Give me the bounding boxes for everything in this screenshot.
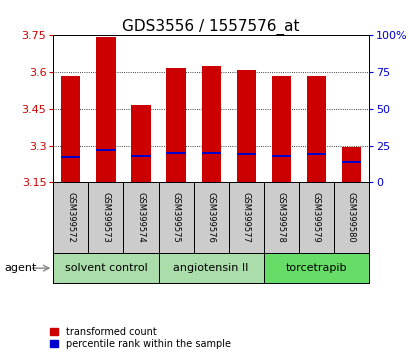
Text: GSM399575: GSM399575 bbox=[171, 192, 180, 243]
Text: GSM399572: GSM399572 bbox=[66, 192, 75, 243]
Bar bbox=[61, 156, 80, 159]
Text: GSM399578: GSM399578 bbox=[276, 192, 285, 243]
Bar bbox=[193, 182, 228, 253]
Bar bbox=[158, 182, 193, 253]
Bar bbox=[131, 155, 150, 157]
Bar bbox=[271, 76, 290, 182]
Legend: transformed count, percentile rank within the sample: transformed count, percentile rank withi… bbox=[50, 327, 230, 349]
Bar bbox=[341, 161, 360, 163]
Text: angiotensin II: angiotensin II bbox=[173, 263, 248, 273]
Bar bbox=[123, 182, 158, 253]
Text: GSM399577: GSM399577 bbox=[241, 192, 250, 243]
Bar bbox=[236, 70, 255, 182]
Bar bbox=[263, 253, 368, 283]
Bar bbox=[158, 253, 263, 283]
Text: solvent control: solvent control bbox=[64, 263, 147, 273]
Bar bbox=[131, 105, 150, 182]
Text: GSM399573: GSM399573 bbox=[101, 192, 110, 243]
Bar bbox=[201, 66, 220, 182]
Text: GSM399579: GSM399579 bbox=[311, 192, 320, 243]
Bar bbox=[333, 182, 368, 253]
Bar bbox=[228, 182, 263, 253]
Bar bbox=[166, 152, 185, 154]
Bar bbox=[88, 182, 123, 253]
Bar bbox=[201, 152, 220, 154]
Bar bbox=[236, 153, 255, 155]
Bar bbox=[263, 182, 298, 253]
Bar bbox=[341, 147, 360, 182]
Bar bbox=[166, 68, 185, 182]
Text: GSM399580: GSM399580 bbox=[346, 192, 355, 243]
Bar bbox=[53, 182, 88, 253]
Bar bbox=[53, 253, 158, 283]
Title: GDS3556 / 1557576_at: GDS3556 / 1557576_at bbox=[122, 19, 299, 35]
Text: GSM399576: GSM399576 bbox=[206, 192, 215, 243]
Bar bbox=[271, 155, 290, 157]
Bar bbox=[96, 36, 115, 182]
Text: torcetrapib: torcetrapib bbox=[285, 263, 346, 273]
Bar bbox=[298, 182, 333, 253]
Bar bbox=[306, 153, 325, 155]
Bar bbox=[96, 149, 115, 151]
Text: GSM399574: GSM399574 bbox=[136, 192, 145, 243]
Bar bbox=[306, 76, 325, 182]
Bar bbox=[61, 76, 80, 182]
Text: agent: agent bbox=[4, 263, 36, 273]
